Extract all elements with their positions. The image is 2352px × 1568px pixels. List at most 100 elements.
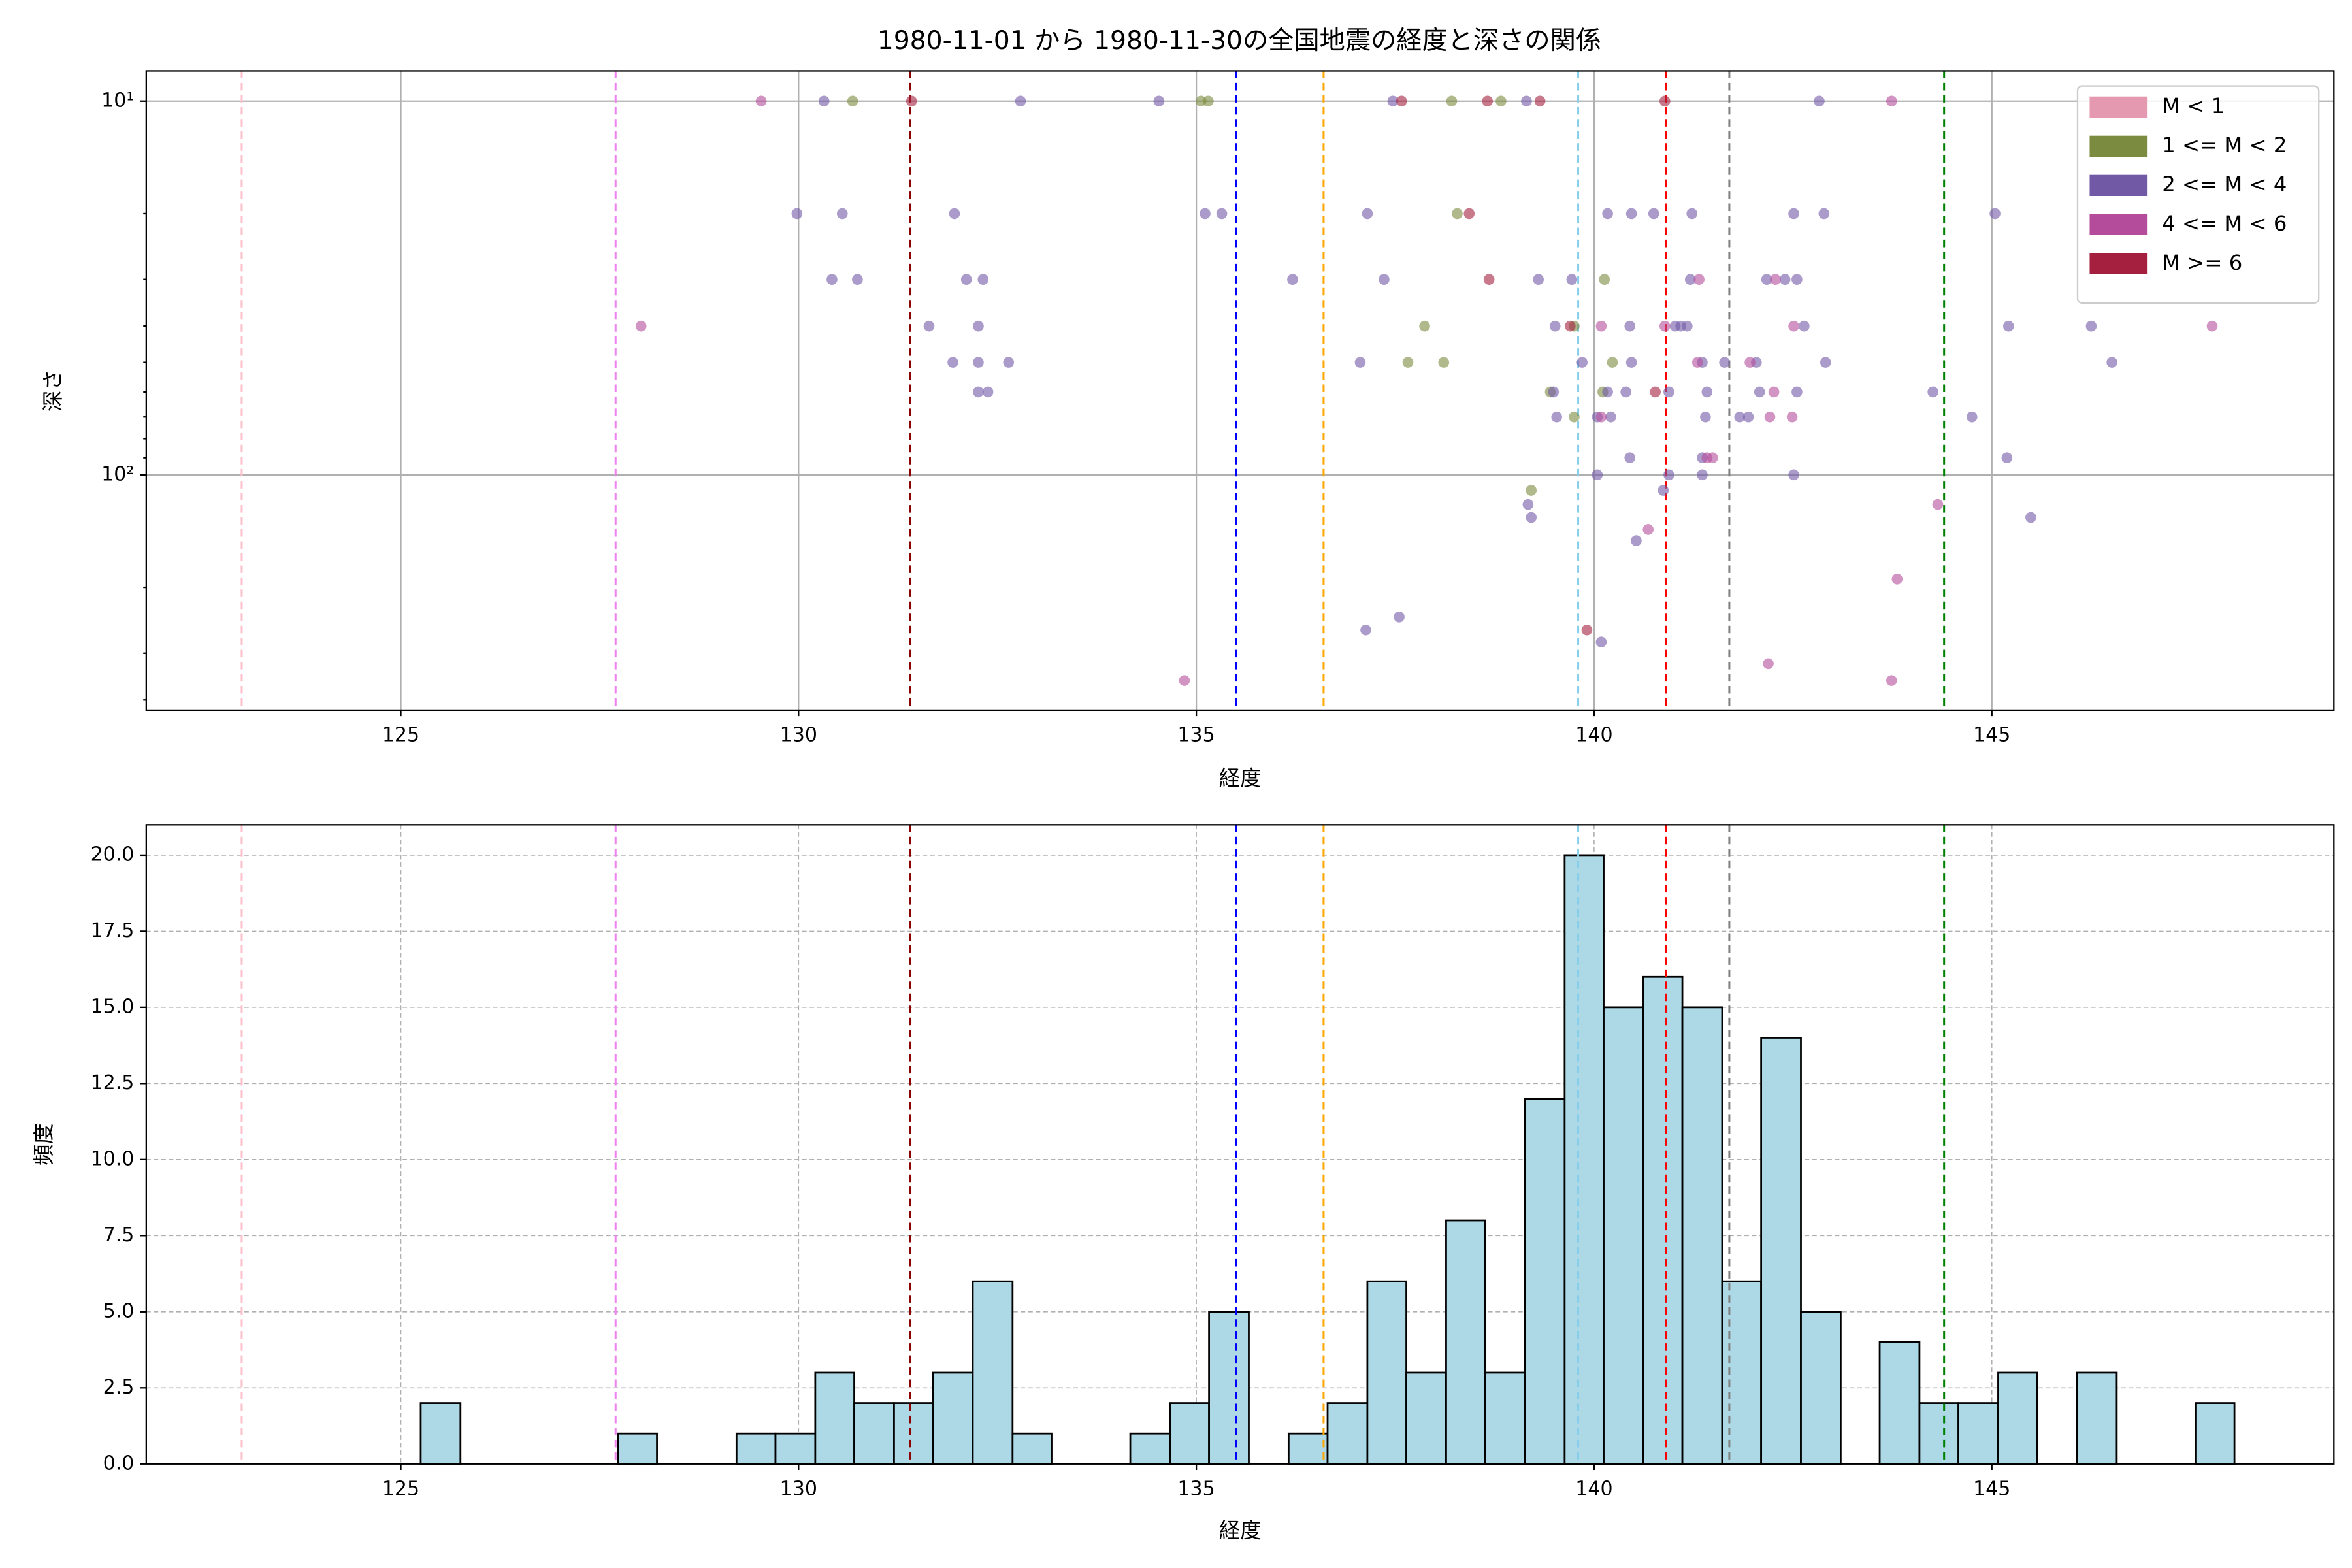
y-tick-label: 17.5: [91, 919, 135, 942]
scatter-point: [1624, 452, 1636, 463]
scatter-point: [836, 208, 848, 220]
y-tick-label: 7.5: [103, 1224, 135, 1247]
scatter-point: [1569, 411, 1580, 423]
histogram-bar: [972, 1280, 1014, 1465]
histogram-bar: [1563, 854, 1605, 1465]
histogram-bar: [617, 1432, 658, 1465]
scatter-point: [1534, 95, 1546, 107]
histogram-bar: [1524, 1098, 1566, 1465]
scatter-point: [1744, 357, 1756, 368]
legend-swatch: [2089, 174, 2148, 196]
scatter-point: [1693, 274, 1705, 286]
histogram-bar: [1445, 1219, 1486, 1465]
scatter-point: [1779, 274, 1791, 286]
legend-swatch: [2089, 214, 2148, 235]
scatter-point: [1394, 612, 1405, 623]
scatter-point: [1770, 274, 1781, 286]
scatter-point: [1761, 274, 1772, 286]
scatter-point: [1791, 386, 1803, 398]
scatter-point: [1989, 208, 2001, 220]
scatter-point: [1402, 357, 1414, 368]
scatter-point: [1483, 274, 1495, 286]
scatter-point: [1650, 386, 1661, 398]
scatter-point: [1605, 411, 1616, 423]
scatter-point: [1932, 498, 1944, 510]
scatter-point: [1526, 512, 1537, 523]
scatter-point: [1768, 386, 1780, 398]
scatter-point: [1701, 386, 1713, 398]
scatter-point: [1565, 320, 1576, 332]
scatter-point: [1814, 95, 1825, 107]
scatter-point: [1818, 208, 1830, 220]
scatter-point: [1592, 469, 1603, 481]
histogram-bar: [1760, 1037, 1802, 1465]
scatter-point: [977, 274, 989, 286]
scatter-point: [1396, 95, 1407, 107]
legend-label: M >= 6: [2162, 250, 2242, 275]
scatter-point: [1452, 208, 1463, 220]
x-tick-label: 125: [382, 724, 419, 747]
scatter-point: [1886, 675, 1897, 686]
scatter-point: [635, 320, 647, 332]
scatter-point: [1786, 411, 1798, 423]
scatter-point: [973, 357, 984, 368]
scatter-point: [1788, 469, 1799, 481]
scatter-point: [1788, 208, 1799, 220]
legend-swatch: [2089, 96, 2148, 118]
scatter-point: [1287, 274, 1298, 286]
scatter-point: [1791, 274, 1803, 286]
y-tick-label: 15.0: [91, 995, 135, 1018]
x-axis-label: 経度: [1219, 1518, 1262, 1543]
scatter-point: [1697, 469, 1708, 481]
scatter-point: [1015, 95, 1026, 107]
scatter-point: [1526, 485, 1537, 496]
histogram-bar: [1169, 1402, 1210, 1465]
scatter-point: [1707, 452, 1718, 463]
histogram-bar: [1484, 1371, 1526, 1465]
x-tick-label: 140: [1575, 724, 1612, 747]
scatter-point: [1682, 320, 1693, 332]
scatter-point: [1533, 274, 1544, 286]
scatter-point: [906, 95, 917, 107]
histogram-bar: [2076, 1371, 2118, 1465]
x-tick-label: 130: [780, 724, 817, 747]
scatter-point: [1742, 411, 1754, 423]
scatter-point: [1700, 411, 1711, 423]
histogram-bar: [1366, 1280, 1407, 1465]
scatter-point: [791, 208, 803, 220]
scatter-point: [1446, 95, 1458, 107]
legend-label: 1 <= M < 2: [2162, 133, 2287, 157]
scatter-point: [923, 320, 935, 332]
scatter-point: [1663, 386, 1674, 398]
scatter-point: [1686, 208, 1697, 220]
legend-label: 4 <= M < 6: [2162, 211, 2287, 236]
legend-label: M < 1: [2162, 93, 2225, 118]
scatter-point: [1203, 95, 1214, 107]
scatter-point: [1438, 357, 1450, 368]
axes-frame: [145, 70, 2335, 711]
scatter-point: [949, 208, 960, 220]
scatter-point: [1595, 320, 1607, 332]
histogram-bar: [1326, 1402, 1369, 1465]
histogram-bar: [2195, 1402, 2236, 1465]
scatter-point: [947, 357, 958, 368]
scatter-point: [1419, 320, 1430, 332]
scatter-point: [1551, 411, 1562, 423]
scatter-point: [1886, 95, 1897, 107]
histogram-bar: [1405, 1371, 1447, 1465]
scatter-point: [1153, 95, 1165, 107]
scatter-point: [2206, 320, 2218, 332]
histogram-bar: [735, 1432, 777, 1465]
x-tick-label: 145: [1973, 724, 2010, 747]
y-axis-label: 頻度: [31, 1123, 56, 1166]
scatter-point: [1360, 624, 1371, 636]
scatter-point: [1362, 208, 1373, 220]
scatter-point: [1566, 274, 1578, 286]
scatter-point: [1631, 535, 1642, 546]
scatter-point: [1354, 357, 1366, 368]
scatter-point: [1595, 411, 1607, 423]
scatter-point: [1548, 386, 1560, 398]
scatter-point: [1607, 357, 1618, 368]
scatter-point: [1482, 95, 1494, 107]
histogram-bar: [1918, 1402, 1959, 1465]
